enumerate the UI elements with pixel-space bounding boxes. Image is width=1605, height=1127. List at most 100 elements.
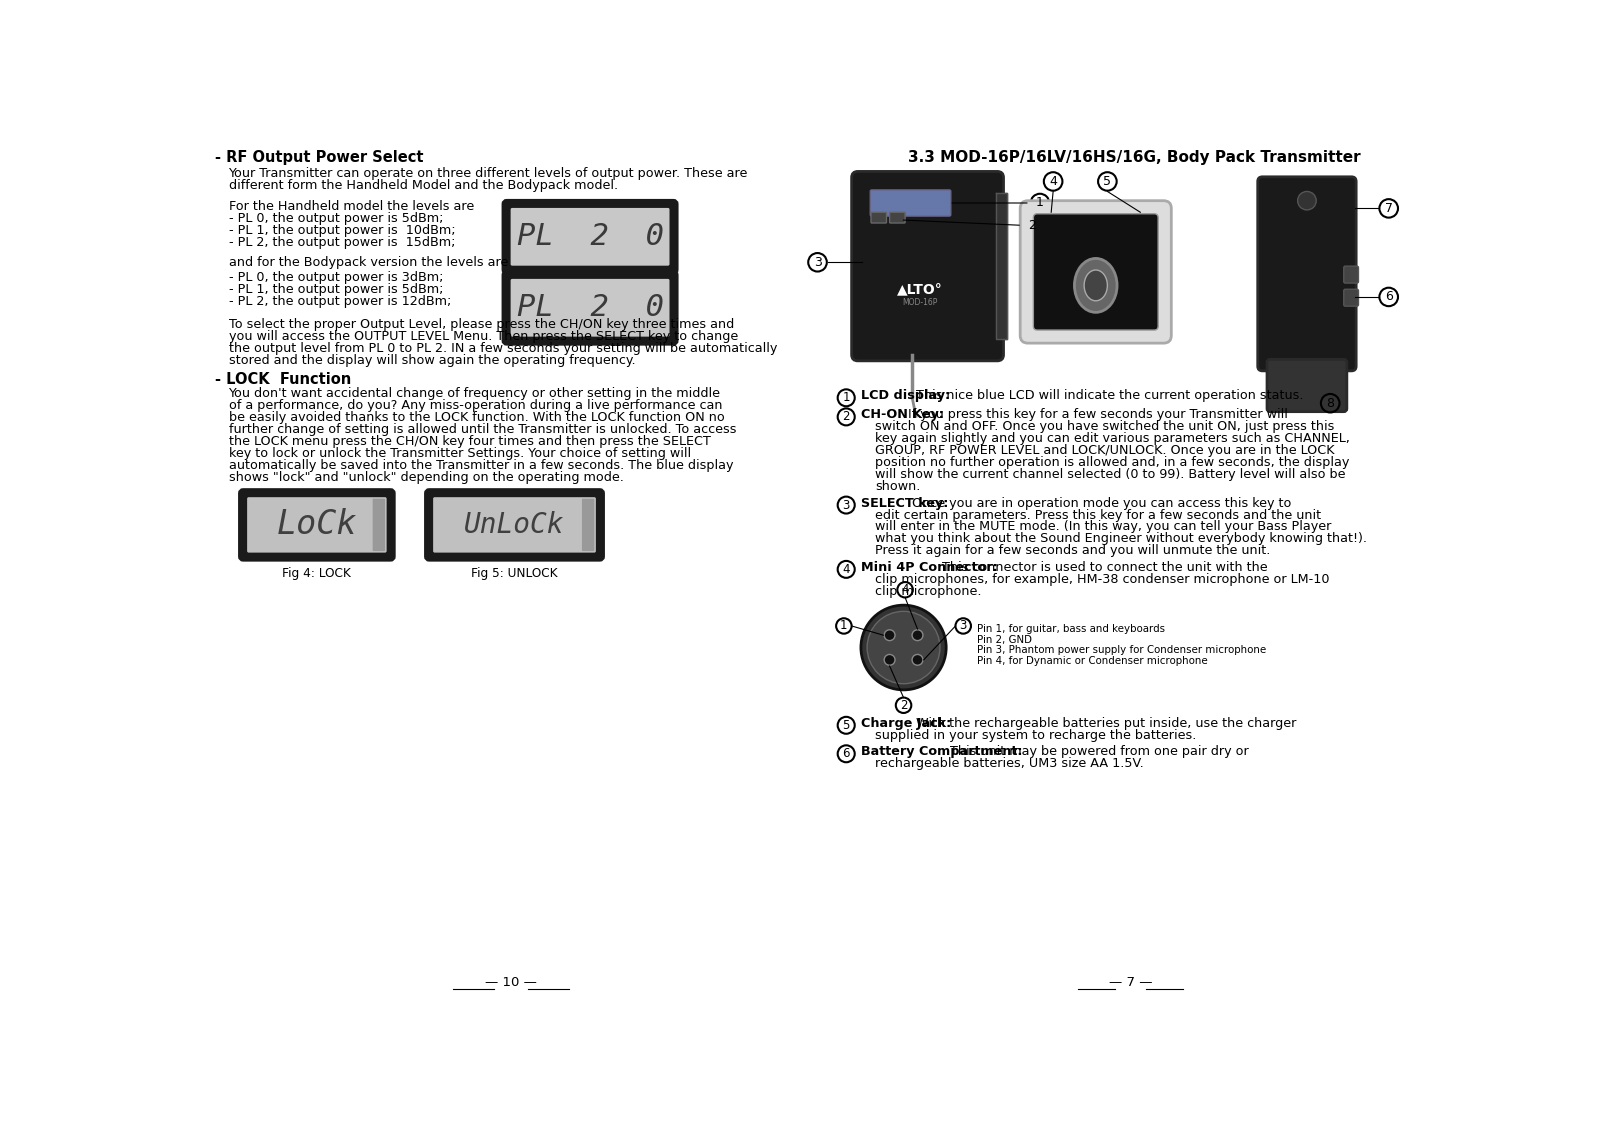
Text: - PL 0, the output power is 5dBm;: - PL 0, the output power is 5dBm; bbox=[228, 212, 443, 225]
FancyBboxPatch shape bbox=[504, 272, 676, 344]
Text: This connector is used to connect the unit with the: This connector is used to connect the un… bbox=[937, 561, 1268, 574]
Text: - RF Output Power Select: - RF Output Power Select bbox=[215, 150, 424, 165]
Polygon shape bbox=[995, 193, 1006, 339]
Text: 4: 4 bbox=[1050, 175, 1058, 188]
Text: Pin 1, for guitar, bass and keyboards: Pin 1, for guitar, bass and keyboards bbox=[977, 624, 1165, 635]
Text: of a performance, do you? Any miss-operation during a live performance can: of a performance, do you? Any miss-opera… bbox=[228, 399, 722, 412]
FancyBboxPatch shape bbox=[1343, 290, 1358, 307]
Text: Battery Compartment:: Battery Compartment: bbox=[860, 745, 1022, 758]
Text: Mini 4P Connector:: Mini 4P Connector: bbox=[860, 561, 998, 574]
FancyBboxPatch shape bbox=[510, 278, 669, 337]
Text: shows "lock" and "unlock" depending on the operating mode.: shows "lock" and "unlock" depending on t… bbox=[228, 471, 623, 483]
Text: what you think about the Sound Engineer without everybody knowing that!).: what you think about the Sound Engineer … bbox=[875, 532, 1367, 545]
Text: 6: 6 bbox=[1385, 291, 1393, 303]
Text: Press it again for a few seconds and you will unmute the unit.: Press it again for a few seconds and you… bbox=[875, 544, 1270, 558]
Text: the output level from PL 0 to PL 2. IN a few seconds your setting will be automa: the output level from PL 0 to PL 2. IN a… bbox=[228, 341, 777, 355]
Circle shape bbox=[912, 655, 923, 665]
Text: 5: 5 bbox=[1103, 175, 1111, 188]
Text: key to lock or unlock the Transmitter Settings. Your choice of setting will: key to lock or unlock the Transmitter Se… bbox=[228, 446, 690, 460]
Circle shape bbox=[884, 655, 896, 665]
Text: 2: 2 bbox=[1029, 219, 1037, 232]
Text: 8: 8 bbox=[1326, 397, 1334, 410]
Text: — 7 —: — 7 — bbox=[1109, 976, 1152, 990]
Text: shown.: shown. bbox=[875, 480, 920, 492]
Text: - PL 1, the output power is  10dBm;: - PL 1, the output power is 10dBm; bbox=[228, 224, 456, 237]
Text: LCD display:: LCD display: bbox=[860, 389, 950, 402]
Text: further change of setting is allowed until the Transmitter is unlocked. To acces: further change of setting is allowed unt… bbox=[228, 423, 737, 436]
Text: SELECT key:: SELECT key: bbox=[860, 497, 949, 509]
Text: Charge Jack:: Charge Jack: bbox=[860, 717, 952, 730]
Text: - PL 1, the output power is 5dBm;: - PL 1, the output power is 5dBm; bbox=[228, 283, 443, 296]
Text: With the rechargeable batteries put inside, use the charger: With the rechargeable batteries put insi… bbox=[912, 717, 1297, 730]
FancyBboxPatch shape bbox=[1021, 201, 1172, 343]
Text: 1: 1 bbox=[839, 620, 847, 632]
FancyBboxPatch shape bbox=[1258, 177, 1356, 371]
Text: GROUP, RF POWER LEVEL and LOCK/UNLOCK. Once you are in the LOCK: GROUP, RF POWER LEVEL and LOCK/UNLOCK. O… bbox=[875, 444, 1334, 458]
FancyBboxPatch shape bbox=[872, 212, 886, 223]
Ellipse shape bbox=[1083, 270, 1107, 301]
FancyBboxPatch shape bbox=[1034, 214, 1159, 330]
Text: 1: 1 bbox=[1035, 196, 1043, 210]
FancyBboxPatch shape bbox=[889, 212, 905, 223]
Text: 7: 7 bbox=[1385, 202, 1393, 215]
FancyBboxPatch shape bbox=[427, 490, 603, 559]
Text: automatically be saved into the Transmitter in a few seconds. The blue display: automatically be saved into the Transmit… bbox=[228, 459, 733, 472]
Text: 6: 6 bbox=[843, 747, 851, 761]
Text: - PL 2, the output power is 12dBm;: - PL 2, the output power is 12dBm; bbox=[228, 295, 451, 308]
FancyBboxPatch shape bbox=[241, 490, 393, 559]
Text: 5: 5 bbox=[843, 719, 851, 731]
Text: If you press this key for a few seconds your Transmitter will: If you press this key for a few seconds … bbox=[904, 408, 1287, 421]
Circle shape bbox=[1297, 192, 1316, 210]
Text: and for the Bodypack version the levels are: and for the Bodypack version the levels … bbox=[228, 256, 507, 268]
Text: 4: 4 bbox=[843, 562, 851, 576]
Text: ▲LTO°: ▲LTO° bbox=[897, 282, 942, 296]
FancyBboxPatch shape bbox=[247, 497, 387, 552]
Text: For the Handheld model the levels are: For the Handheld model the levels are bbox=[228, 201, 473, 213]
FancyBboxPatch shape bbox=[433, 497, 595, 552]
FancyBboxPatch shape bbox=[870, 190, 950, 216]
Text: — 10 —: — 10 — bbox=[485, 976, 536, 990]
Text: will enter in the MUTE mode. (In this way, you can tell your Bass Player: will enter in the MUTE mode. (In this wa… bbox=[875, 521, 1331, 533]
Text: Your Transmitter can operate on three different levels of output power. These ar: Your Transmitter can operate on three di… bbox=[228, 167, 748, 180]
Text: clip microphone.: clip microphone. bbox=[875, 585, 981, 597]
Text: To select the proper Output Level, please press the CH/ON key three times and: To select the proper Output Level, pleas… bbox=[228, 318, 733, 330]
Text: 3.3 MOD-16P/16LV/16HS/16G, Body Pack Transmitter: 3.3 MOD-16P/16LV/16HS/16G, Body Pack Tra… bbox=[908, 150, 1361, 165]
Circle shape bbox=[912, 630, 923, 640]
Text: 3: 3 bbox=[960, 620, 966, 632]
Text: Pin 4, for Dynamic or Condenser microphone: Pin 4, for Dynamic or Condenser micropho… bbox=[977, 656, 1209, 666]
Text: rechargeable batteries, UM3 size AA 1.5V.: rechargeable batteries, UM3 size AA 1.5V… bbox=[875, 757, 1144, 770]
Text: 3: 3 bbox=[814, 256, 822, 269]
Text: - PL 0, the output power is 3dBm;: - PL 0, the output power is 3dBm; bbox=[228, 272, 443, 284]
Text: position no further operation is allowed and, in a few seconds, the display: position no further operation is allowed… bbox=[875, 456, 1350, 469]
FancyBboxPatch shape bbox=[583, 499, 594, 551]
Text: - PL 2, the output power is  15dBm;: - PL 2, the output power is 15dBm; bbox=[228, 236, 456, 249]
Text: Once you are in operation mode you can access this key to: Once you are in operation mode you can a… bbox=[908, 497, 1290, 509]
Text: CH-ON Key:: CH-ON Key: bbox=[860, 408, 944, 421]
Text: - LOCK  Function: - LOCK Function bbox=[215, 372, 351, 387]
Circle shape bbox=[860, 605, 947, 690]
Circle shape bbox=[867, 611, 941, 684]
Text: UnLoCk: UnLoCk bbox=[464, 511, 565, 539]
Text: 3: 3 bbox=[843, 498, 851, 512]
Text: be easily avoided thanks to the LOCK function. With the LOCK function ON no: be easily avoided thanks to the LOCK fun… bbox=[228, 411, 724, 424]
Text: switch ON and OFF. Once you have switched the unit ON, just press this: switch ON and OFF. Once you have switche… bbox=[875, 420, 1334, 434]
Circle shape bbox=[884, 630, 896, 640]
Text: key again slightly and you can edit various parameters such as CHANNEL,: key again slightly and you can edit vari… bbox=[875, 433, 1350, 445]
Text: LoCk: LoCk bbox=[276, 508, 358, 541]
Text: edit certain parameters. Press this key for a few seconds and the unit: edit certain parameters. Press this key … bbox=[875, 508, 1321, 522]
Text: Fig 4: LOCK: Fig 4: LOCK bbox=[282, 567, 351, 580]
Text: the LOCK menu press the CH/ON key four times and then press the SELECT: the LOCK menu press the CH/ON key four t… bbox=[228, 435, 711, 447]
Text: 2: 2 bbox=[900, 699, 907, 712]
Text: different form the Handheld Model and the Bodypack model.: different form the Handheld Model and th… bbox=[228, 179, 618, 192]
Text: supplied in your system to recharge the batteries.: supplied in your system to recharge the … bbox=[875, 729, 1196, 742]
Text: Fig 5: UNLOCK: Fig 5: UNLOCK bbox=[472, 567, 559, 580]
FancyBboxPatch shape bbox=[510, 207, 669, 266]
Text: 4: 4 bbox=[902, 584, 908, 596]
Text: PL  2  0: PL 2 0 bbox=[517, 293, 663, 322]
FancyBboxPatch shape bbox=[504, 201, 676, 273]
Text: This nice blue LCD will indicate the current operation status.: This nice blue LCD will indicate the cur… bbox=[912, 389, 1303, 402]
FancyBboxPatch shape bbox=[1343, 266, 1358, 283]
Ellipse shape bbox=[1074, 258, 1117, 312]
Text: Pin 2, GND: Pin 2, GND bbox=[977, 635, 1032, 645]
FancyBboxPatch shape bbox=[1266, 360, 1347, 411]
